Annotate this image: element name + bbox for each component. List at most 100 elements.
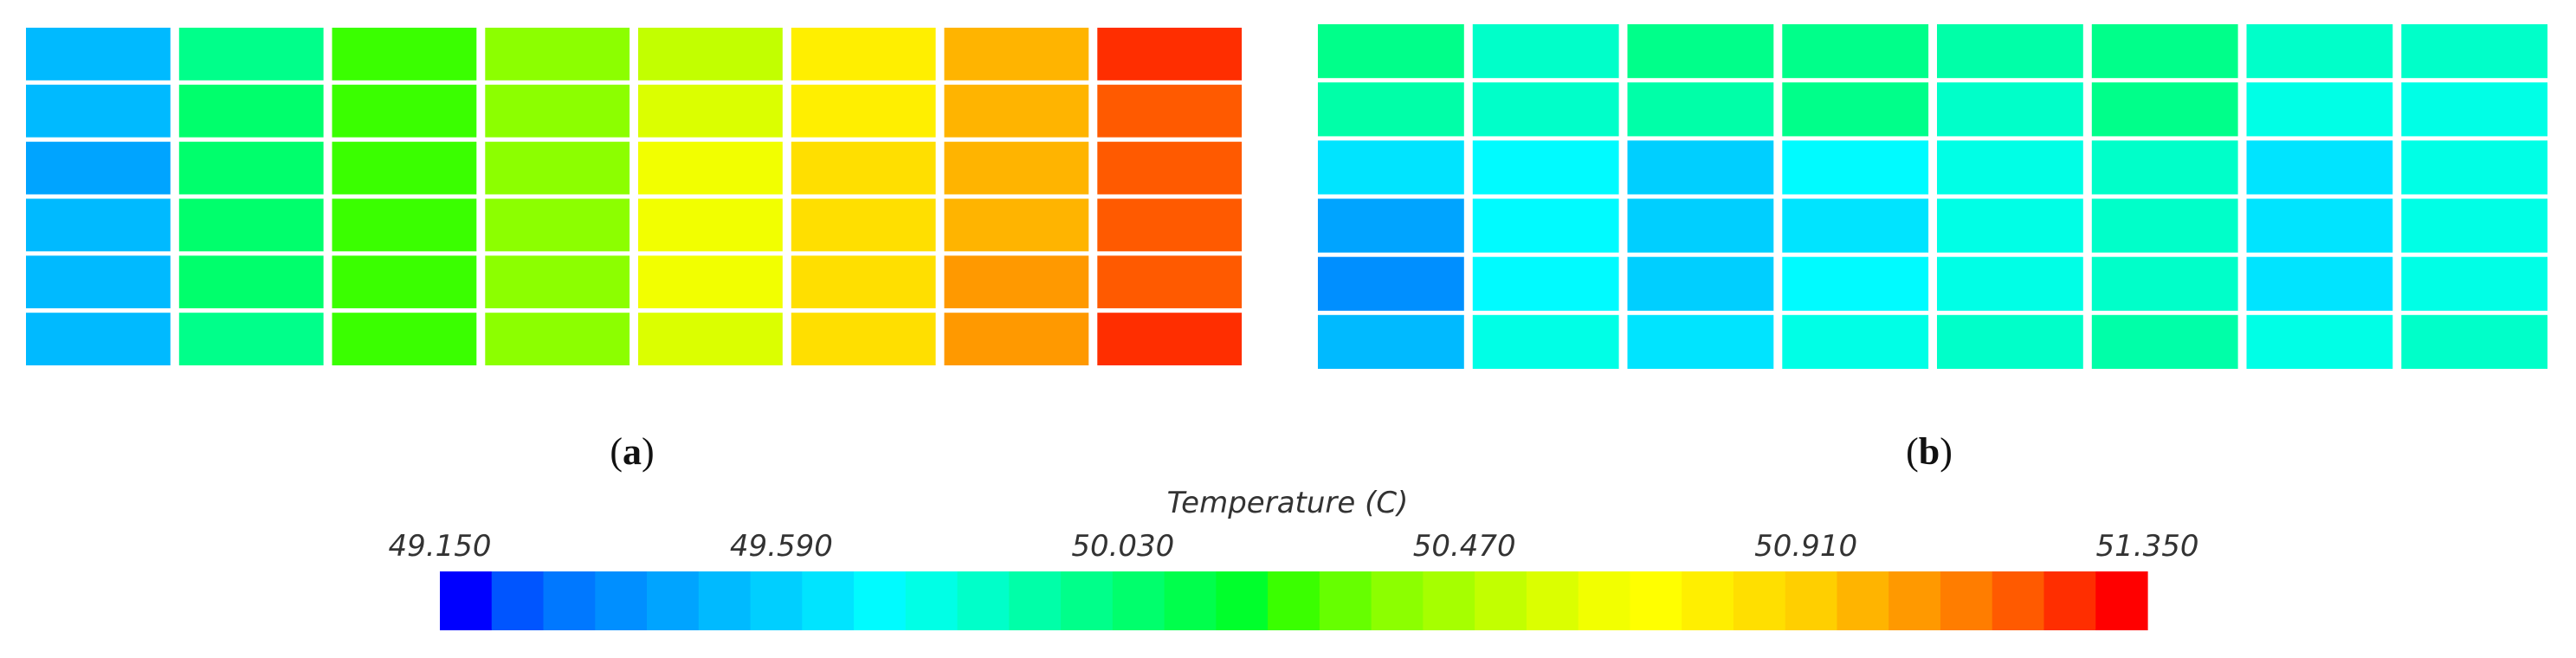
heatmap-cell-a-r3-c3 xyxy=(332,141,477,195)
heatmap-cell-b-r1-c7 xyxy=(2246,24,2393,79)
colorbar-segment-7 xyxy=(750,571,803,630)
heatmap-cell-b-r4-c6 xyxy=(2091,198,2238,253)
colorbar-segment-9 xyxy=(854,571,907,630)
heatmap-cell-b-r3-c4 xyxy=(1782,140,1929,195)
heatmap-cell-a-r3-c2 xyxy=(178,141,324,195)
colorbar-segment-28 xyxy=(1837,571,1889,630)
heatmap-cell-b-r6-c3 xyxy=(1627,314,1774,369)
heatmap-cell-b-r5-c7 xyxy=(2246,256,2393,311)
heatmap-cell-a-r4-c6 xyxy=(791,198,936,252)
heatmap-cell-b-r2-c1 xyxy=(1318,82,1464,137)
heatmap-cell-a-r2-c5 xyxy=(638,84,783,138)
heatmap-cell-b-r5-c4 xyxy=(1782,256,1929,311)
heatmap-cell-a-r2-c6 xyxy=(791,84,936,138)
heatmap-cell-a-r6-c1 xyxy=(26,313,171,365)
heatmap-cell-a-r3-c1 xyxy=(26,141,171,195)
colorbar-segment-30 xyxy=(1940,571,1993,630)
heatmap-cell-a-r1-c8 xyxy=(1097,28,1243,81)
heatmap-cell-b-r5-c2 xyxy=(1472,256,1619,311)
heatmap-cell-b-r5-c6 xyxy=(2091,256,2238,311)
heatmap-cell-b-r5-c1 xyxy=(1318,256,1464,311)
heatmap-cell-b-r1-c2 xyxy=(1472,24,1619,79)
colorbar-segment-13 xyxy=(1061,571,1114,630)
heatmap-cell-a-r5-c8 xyxy=(1097,255,1243,309)
heatmap-cell-a-r6-c4 xyxy=(485,313,630,365)
heatmap-cell-b-r4-c2 xyxy=(1472,198,1619,253)
heatmap-cell-a-r4-c1 xyxy=(26,198,171,252)
heatmap-cell-a-r6-c8 xyxy=(1097,313,1243,365)
heatmap-cell-b-r1-c6 xyxy=(2091,24,2238,79)
heatmap-cell-b-r6-c1 xyxy=(1318,314,1464,369)
colorbar xyxy=(440,571,2148,630)
heatmap-cell-b-r1-c3 xyxy=(1627,24,1774,79)
heatmap-cell-a-r5-c6 xyxy=(791,255,936,309)
colorbar-title: Temperature (C) xyxy=(1167,486,1409,520)
heatmap-cell-b-r2-c8 xyxy=(2401,82,2548,137)
heatmap-cell-b-r4-c3 xyxy=(1627,198,1774,253)
heatmap-cell-a-r1-c2 xyxy=(178,28,324,81)
colorbar-segment-33 xyxy=(2095,571,2148,630)
colorbar-segment-27 xyxy=(1785,571,1838,630)
colorbar-segment-3 xyxy=(543,571,596,630)
heatmap-cell-a-r5-c5 xyxy=(638,255,783,309)
heatmap-cell-b-r2-c7 xyxy=(2246,82,2393,137)
heatmap-cell-a-r5-c1 xyxy=(26,255,171,309)
panel-a-heatmap xyxy=(26,28,1243,365)
colorbar-segment-23 xyxy=(1578,571,1631,630)
colorbar-segment-25 xyxy=(1682,571,1734,630)
heatmap-cell-a-r4-c3 xyxy=(332,198,477,252)
heatmap-cell-b-r6-c5 xyxy=(1937,314,2083,369)
colorbar-segment-6 xyxy=(698,571,752,630)
heatmap-cell-b-r6-c4 xyxy=(1782,314,1929,369)
heatmap-cell-b-r6-c8 xyxy=(2401,314,2548,369)
colorbar-segment-17 xyxy=(1268,571,1320,630)
colorbar-tick-label: 49.590 xyxy=(730,529,833,564)
colorbar-segment-2 xyxy=(491,571,545,630)
colorbar-tick-labels: 49.150 49.590 50.030 50.470 50.910 51.350 xyxy=(389,529,2199,564)
heatmap-cell-a-r5-c3 xyxy=(332,255,477,309)
heatmap-cell-b-r2-c4 xyxy=(1782,82,1929,137)
heatmap-cell-b-r5-c3 xyxy=(1627,256,1774,311)
colorbar-segment-12 xyxy=(1009,571,1062,630)
colorbar-segment-22 xyxy=(1526,571,1579,630)
heatmap-cell-a-r1-c3 xyxy=(332,28,477,81)
heatmap-cell-b-r1-c4 xyxy=(1782,24,1929,79)
colorbar-tick-label: 51.350 xyxy=(2096,529,2199,564)
heatmap-cell-a-r1-c6 xyxy=(791,28,936,81)
colorbar-tick-label: 50.910 xyxy=(1754,529,1857,564)
colorbar-segment-32 xyxy=(2043,571,2096,630)
colorbar-segment-18 xyxy=(1319,571,1372,630)
heatmap-cell-a-r5-c2 xyxy=(178,255,324,309)
heatmap-cell-a-r1-c7 xyxy=(944,28,1089,81)
colorbar-tick-label: 50.030 xyxy=(1071,529,1174,564)
heatmap-cell-b-r2-c3 xyxy=(1627,82,1774,137)
heatmap-cell-a-r6-c5 xyxy=(638,313,783,365)
colorbar-segment-31 xyxy=(1992,571,2045,630)
colorbar-segment-5 xyxy=(647,571,700,630)
heatmap-cell-a-r5-c7 xyxy=(944,255,1089,309)
heatmap-cell-a-r1-c4 xyxy=(485,28,630,81)
heatmap-cell-b-r4-c4 xyxy=(1782,198,1929,253)
heatmap-cell-a-r2-c7 xyxy=(944,84,1089,138)
colorbar-segment-16 xyxy=(1216,571,1269,630)
heatmap-cell-b-r6-c6 xyxy=(2091,314,2238,369)
colorbar-segment-8 xyxy=(802,571,855,630)
heatmap-cell-b-r1-c5 xyxy=(1937,24,2083,79)
colorbar-tick-label: 49.150 xyxy=(389,529,492,564)
heatmap-cell-a-r6-c2 xyxy=(178,313,324,365)
heatmap-cell-a-r2-c4 xyxy=(485,84,630,138)
heatmap-cell-b-r5-c8 xyxy=(2401,256,2548,311)
heatmap-cell-a-r4-c5 xyxy=(638,198,783,252)
heatmap-cell-a-r5-c4 xyxy=(485,255,630,309)
heatmap-cell-b-r6-c2 xyxy=(1472,314,1619,369)
heatmap-cell-a-r3-c4 xyxy=(485,141,630,195)
heatmap-cell-a-r3-c5 xyxy=(638,141,783,195)
heatmap-cell-b-r5-c5 xyxy=(1937,256,2083,311)
heatmap-cell-a-r6-c6 xyxy=(791,313,936,365)
heatmap-cell-b-r3-c5 xyxy=(1937,140,2083,195)
heatmap-cell-a-r3-c7 xyxy=(944,141,1089,195)
heatmap-cell-a-r4-c2 xyxy=(178,198,324,252)
heatmap-cell-a-r2-c2 xyxy=(178,84,324,138)
heatmap-cell-b-r4-c5 xyxy=(1937,198,2083,253)
